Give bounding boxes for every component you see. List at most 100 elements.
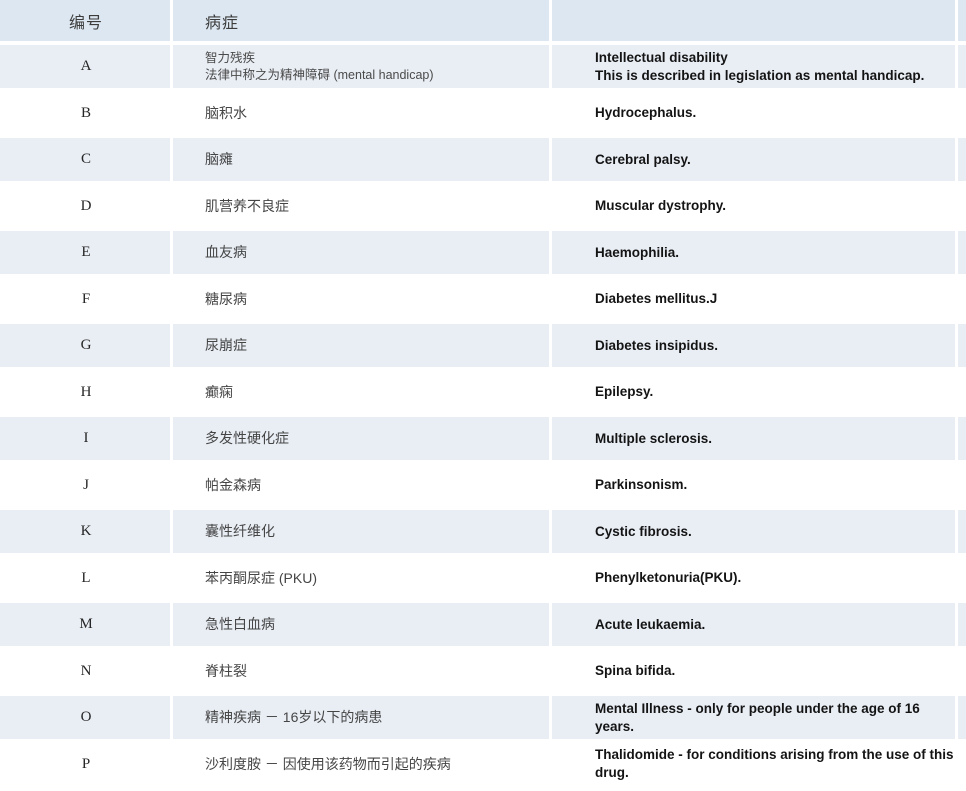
- description-en-line: Diabetes mellitus.J: [595, 291, 718, 306]
- disease-zh-line: 帕金森病: [205, 476, 261, 493]
- column-divider-2: [549, 0, 552, 791]
- disease-zh-line: 苯丙酮尿症 (PKU): [205, 569, 317, 586]
- row-id: B: [80, 104, 91, 121]
- row-disease-zh: 糖尿病: [172, 278, 550, 321]
- row-disease-zh: 帕金森病: [172, 464, 550, 507]
- row-id: A: [80, 58, 92, 74]
- row-disease-zh: 脑积水: [172, 92, 550, 135]
- disease-zh-line: 沙利度胺 － 因使用该药物而引起的疾病: [205, 755, 451, 772]
- table-row: M 急性白血病 Acute leukaemia.: [0, 603, 966, 646]
- row-description-en: Hydrocephalus.: [550, 92, 966, 135]
- row-id: H: [80, 383, 92, 400]
- row-disease-zh: 血友病: [172, 231, 550, 274]
- row-description-en: Mental Illness - only for people under t…: [550, 696, 966, 739]
- table-row: B 脑积水 Hydrocephalus.: [0, 91, 966, 135]
- row-disease-zh: 肌营养不良症: [172, 185, 550, 228]
- disease-zh-line: 脑瘫: [205, 151, 233, 167]
- disease-zh-line: 血友病: [205, 244, 247, 260]
- row-disease-zh: 脊柱裂: [172, 650, 550, 693]
- row-id: E: [81, 244, 91, 260]
- row-id: J: [83, 476, 89, 493]
- disease-zh-line: 脑积水: [205, 104, 247, 121]
- table-row: J 帕金森病 Parkinsonism.: [0, 463, 966, 507]
- description-en-line: Phenylketonuria(PKU).: [595, 570, 742, 585]
- description-en-line: Epilepsy.: [595, 384, 654, 399]
- table-row: E 血友病 Haemophilia.: [0, 231, 966, 274]
- header-cell-english: [550, 0, 966, 41]
- description-en-line: Haemophilia.: [595, 244, 680, 260]
- row-id: M: [79, 616, 93, 632]
- description-en-line: Diabetes insipidus.: [595, 337, 719, 353]
- row-id: P: [81, 755, 91, 772]
- column-divider-3: [955, 0, 958, 791]
- row-description-en: Multiple sclerosis.: [550, 417, 966, 460]
- table-row: C 脑瘫 Cerebral palsy.: [0, 138, 966, 181]
- row-description-en: Diabetes insipidus.: [550, 324, 966, 367]
- row-id: I: [83, 430, 89, 446]
- row-description-en: Cystic fibrosis.: [550, 510, 966, 553]
- row-description-en: Acute leukaemia.: [550, 603, 966, 646]
- row-disease-zh: 癫痫: [172, 371, 550, 414]
- table-row: K 囊性纤维化 Cystic fibrosis.: [0, 510, 966, 553]
- description-en-line: Cerebral palsy.: [595, 151, 691, 167]
- table-row: I 多发性硬化症 Multiple sclerosis.: [0, 417, 966, 460]
- disease-zh-line: 囊性纤维化: [205, 523, 275, 539]
- table-body: A 智力残疾法律中称之为精神障碍 (mental handicap) Intel…: [0, 45, 966, 786]
- row-description-en: Intellectual disability This is described…: [550, 45, 966, 88]
- row-description-en: Thalidomide - for conditions arising fro…: [550, 743, 966, 786]
- description-en-line: Intellectual disability: [595, 49, 728, 65]
- row-disease-zh: 尿崩症: [172, 324, 550, 367]
- disease-zh-line: 肌营养不良症: [205, 197, 289, 214]
- row-description-en: Muscular dystrophy.: [550, 185, 966, 228]
- table-row: A 智力残疾法律中称之为精神障碍 (mental handicap) Intel…: [0, 45, 966, 88]
- row-description-en: Phenylketonuria(PKU).: [550, 557, 966, 600]
- description-en-line: Hydrocephalus.: [595, 105, 697, 120]
- description-en-line: Cystic fibrosis.: [595, 523, 692, 539]
- row-id: D: [80, 197, 92, 214]
- row-description-en: Parkinsonism.: [550, 464, 966, 507]
- table-row: N 脊柱裂 Spina bifida.: [0, 649, 966, 693]
- table-header-row: 编号 病症: [0, 0, 966, 41]
- row-disease-zh: 智力残疾法律中称之为精神障碍 (mental handicap): [172, 45, 550, 88]
- row-description-en: Cerebral palsy.: [550, 138, 966, 181]
- disease-zh-line: 尿崩症: [205, 337, 247, 353]
- row-id: L: [81, 569, 91, 586]
- disease-zh-line: 法律中称之为精神障碍 (mental handicap): [205, 67, 434, 82]
- row-disease-zh: 多发性硬化症: [172, 417, 550, 460]
- description-en-line: Acute leukaemia.: [595, 616, 706, 632]
- row-disease-zh: 脑瘫: [172, 138, 550, 181]
- description-en-line: Mental Illness - only for people under t…: [595, 700, 920, 734]
- disease-zh-line: 癫痫: [205, 383, 233, 400]
- row-description-en: Haemophilia.: [550, 231, 966, 274]
- row-disease-zh: 沙利度胺 － 因使用该药物而引起的疾病: [172, 743, 550, 786]
- row-description-en: Spina bifida.: [550, 650, 966, 693]
- row-id: C: [80, 151, 91, 167]
- table-row: P 沙利度胺 － 因使用该药物而引起的疾病 Thalidomide - for …: [0, 742, 966, 786]
- table-row: H 癫痫 Epilepsy.: [0, 370, 966, 414]
- row-id: N: [80, 662, 92, 679]
- header-cell-disease: 病症: [205, 14, 240, 32]
- row-disease-zh: 精神疾病 － 16岁以下的病患: [172, 696, 550, 739]
- table-row: L 苯丙酮尿症 (PKU) Phenylketonuria(PKU).: [0, 556, 966, 600]
- description-en-line: Multiple sclerosis.: [595, 430, 713, 446]
- column-divider-1: [170, 0, 173, 791]
- disease-zh-line: 智力残疾: [205, 50, 256, 65]
- row-id: G: [80, 337, 92, 353]
- table-row: F 糖尿病 Diabetes mellitus.J: [0, 277, 966, 321]
- disease-zh-line: 精神疾病 － 16岁以下的病患: [205, 709, 383, 725]
- row-disease-zh: 苯丙酮尿症 (PKU): [172, 557, 550, 600]
- row-id: K: [80, 523, 92, 539]
- description-en-line: Parkinsonism.: [595, 477, 688, 492]
- header-cell-id: 编号: [68, 14, 103, 32]
- table-row: D 肌营养不良症 Muscular dystrophy.: [0, 184, 966, 228]
- row-id: O: [80, 709, 92, 725]
- description-en-line: Muscular dystrophy.: [595, 198, 727, 213]
- disease-zh-line: 急性白血病: [205, 616, 275, 632]
- disease-zh-line: 多发性硬化症: [205, 430, 289, 446]
- disease-zh-line: 脊柱裂: [205, 662, 247, 679]
- row-description-en: Epilepsy.: [550, 371, 966, 414]
- row-description-en: Diabetes mellitus.J: [550, 278, 966, 321]
- table-row: O 精神疾病 － 16岁以下的病患 Mental Illness - only …: [0, 696, 966, 739]
- description-en-line: Thalidomide - for conditions arising fro…: [595, 747, 954, 780]
